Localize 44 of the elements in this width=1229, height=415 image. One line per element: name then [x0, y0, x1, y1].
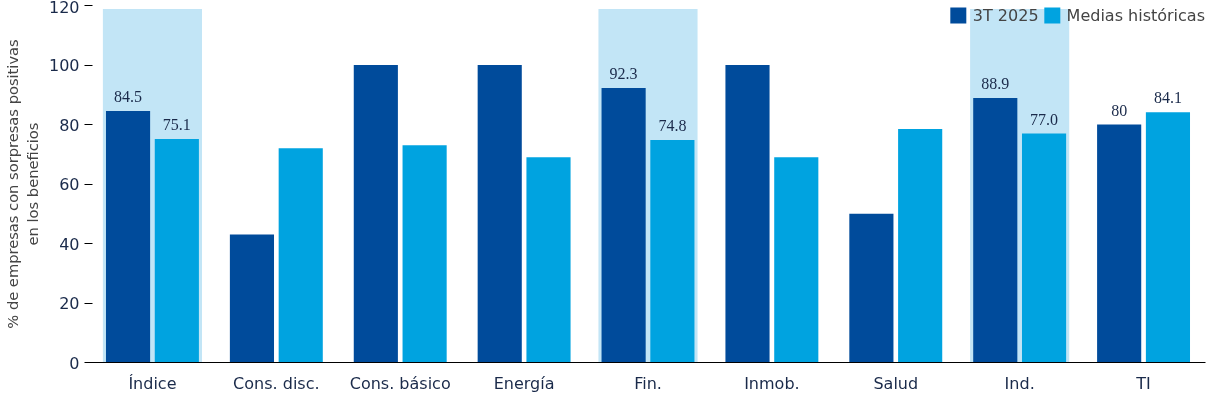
y-tick-label: 80	[59, 115, 80, 135]
bar	[849, 213, 894, 363]
x-tick-label: TI	[1135, 373, 1151, 393]
bar	[526, 157, 571, 363]
x-tick-label: Cons. básico	[349, 373, 451, 393]
bar	[402, 145, 447, 363]
data-label: 74.8	[658, 117, 687, 135]
bar	[725, 65, 770, 363]
bar	[774, 157, 819, 363]
bar	[973, 98, 1018, 363]
y-tick-label: 60	[59, 175, 80, 194]
y-axis-title: % de empresas con sorpresas positivas en los beneficios	[3, 39, 41, 329]
data-label: 84.5	[114, 88, 143, 106]
bar	[1145, 112, 1191, 363]
x-tick-label: Índice	[128, 373, 177, 393]
bar	[105, 111, 151, 363]
y-tick-label: 40	[59, 234, 80, 254]
y-tick-label: 0	[69, 353, 80, 373]
data-label: 84.1	[1153, 89, 1182, 107]
x-tick-label: Inmob.	[744, 373, 800, 393]
bar	[477, 65, 522, 363]
x-tick-label: Energía	[493, 373, 555, 393]
bar	[1097, 124, 1142, 363]
legend-label: Medias históricas	[1066, 5, 1205, 25]
legend-label: 3T 2025	[972, 5, 1039, 25]
x-tick-label: Ind.	[1004, 373, 1035, 393]
bar	[229, 234, 275, 363]
y-tick-label: 20	[59, 294, 80, 313]
bar	[353, 65, 398, 363]
bar	[898, 128, 943, 363]
data-label: 75.1	[162, 116, 191, 134]
x-tick-label: Fin.	[634, 373, 662, 393]
x-tick-label: Cons. disc.	[233, 373, 320, 393]
data-label: 92.3	[609, 64, 638, 82]
bar	[650, 139, 695, 363]
y-tick-label: 120	[48, 0, 80, 17]
data-label: 88.9	[981, 75, 1010, 93]
y-tick-label: 100	[48, 56, 80, 75]
data-label: 80	[1111, 101, 1128, 119]
data-label: 77.0	[1030, 110, 1059, 128]
bar	[154, 139, 199, 363]
x-tick-label: Salud	[873, 373, 919, 393]
bar	[278, 148, 323, 363]
bar	[1021, 133, 1067, 363]
